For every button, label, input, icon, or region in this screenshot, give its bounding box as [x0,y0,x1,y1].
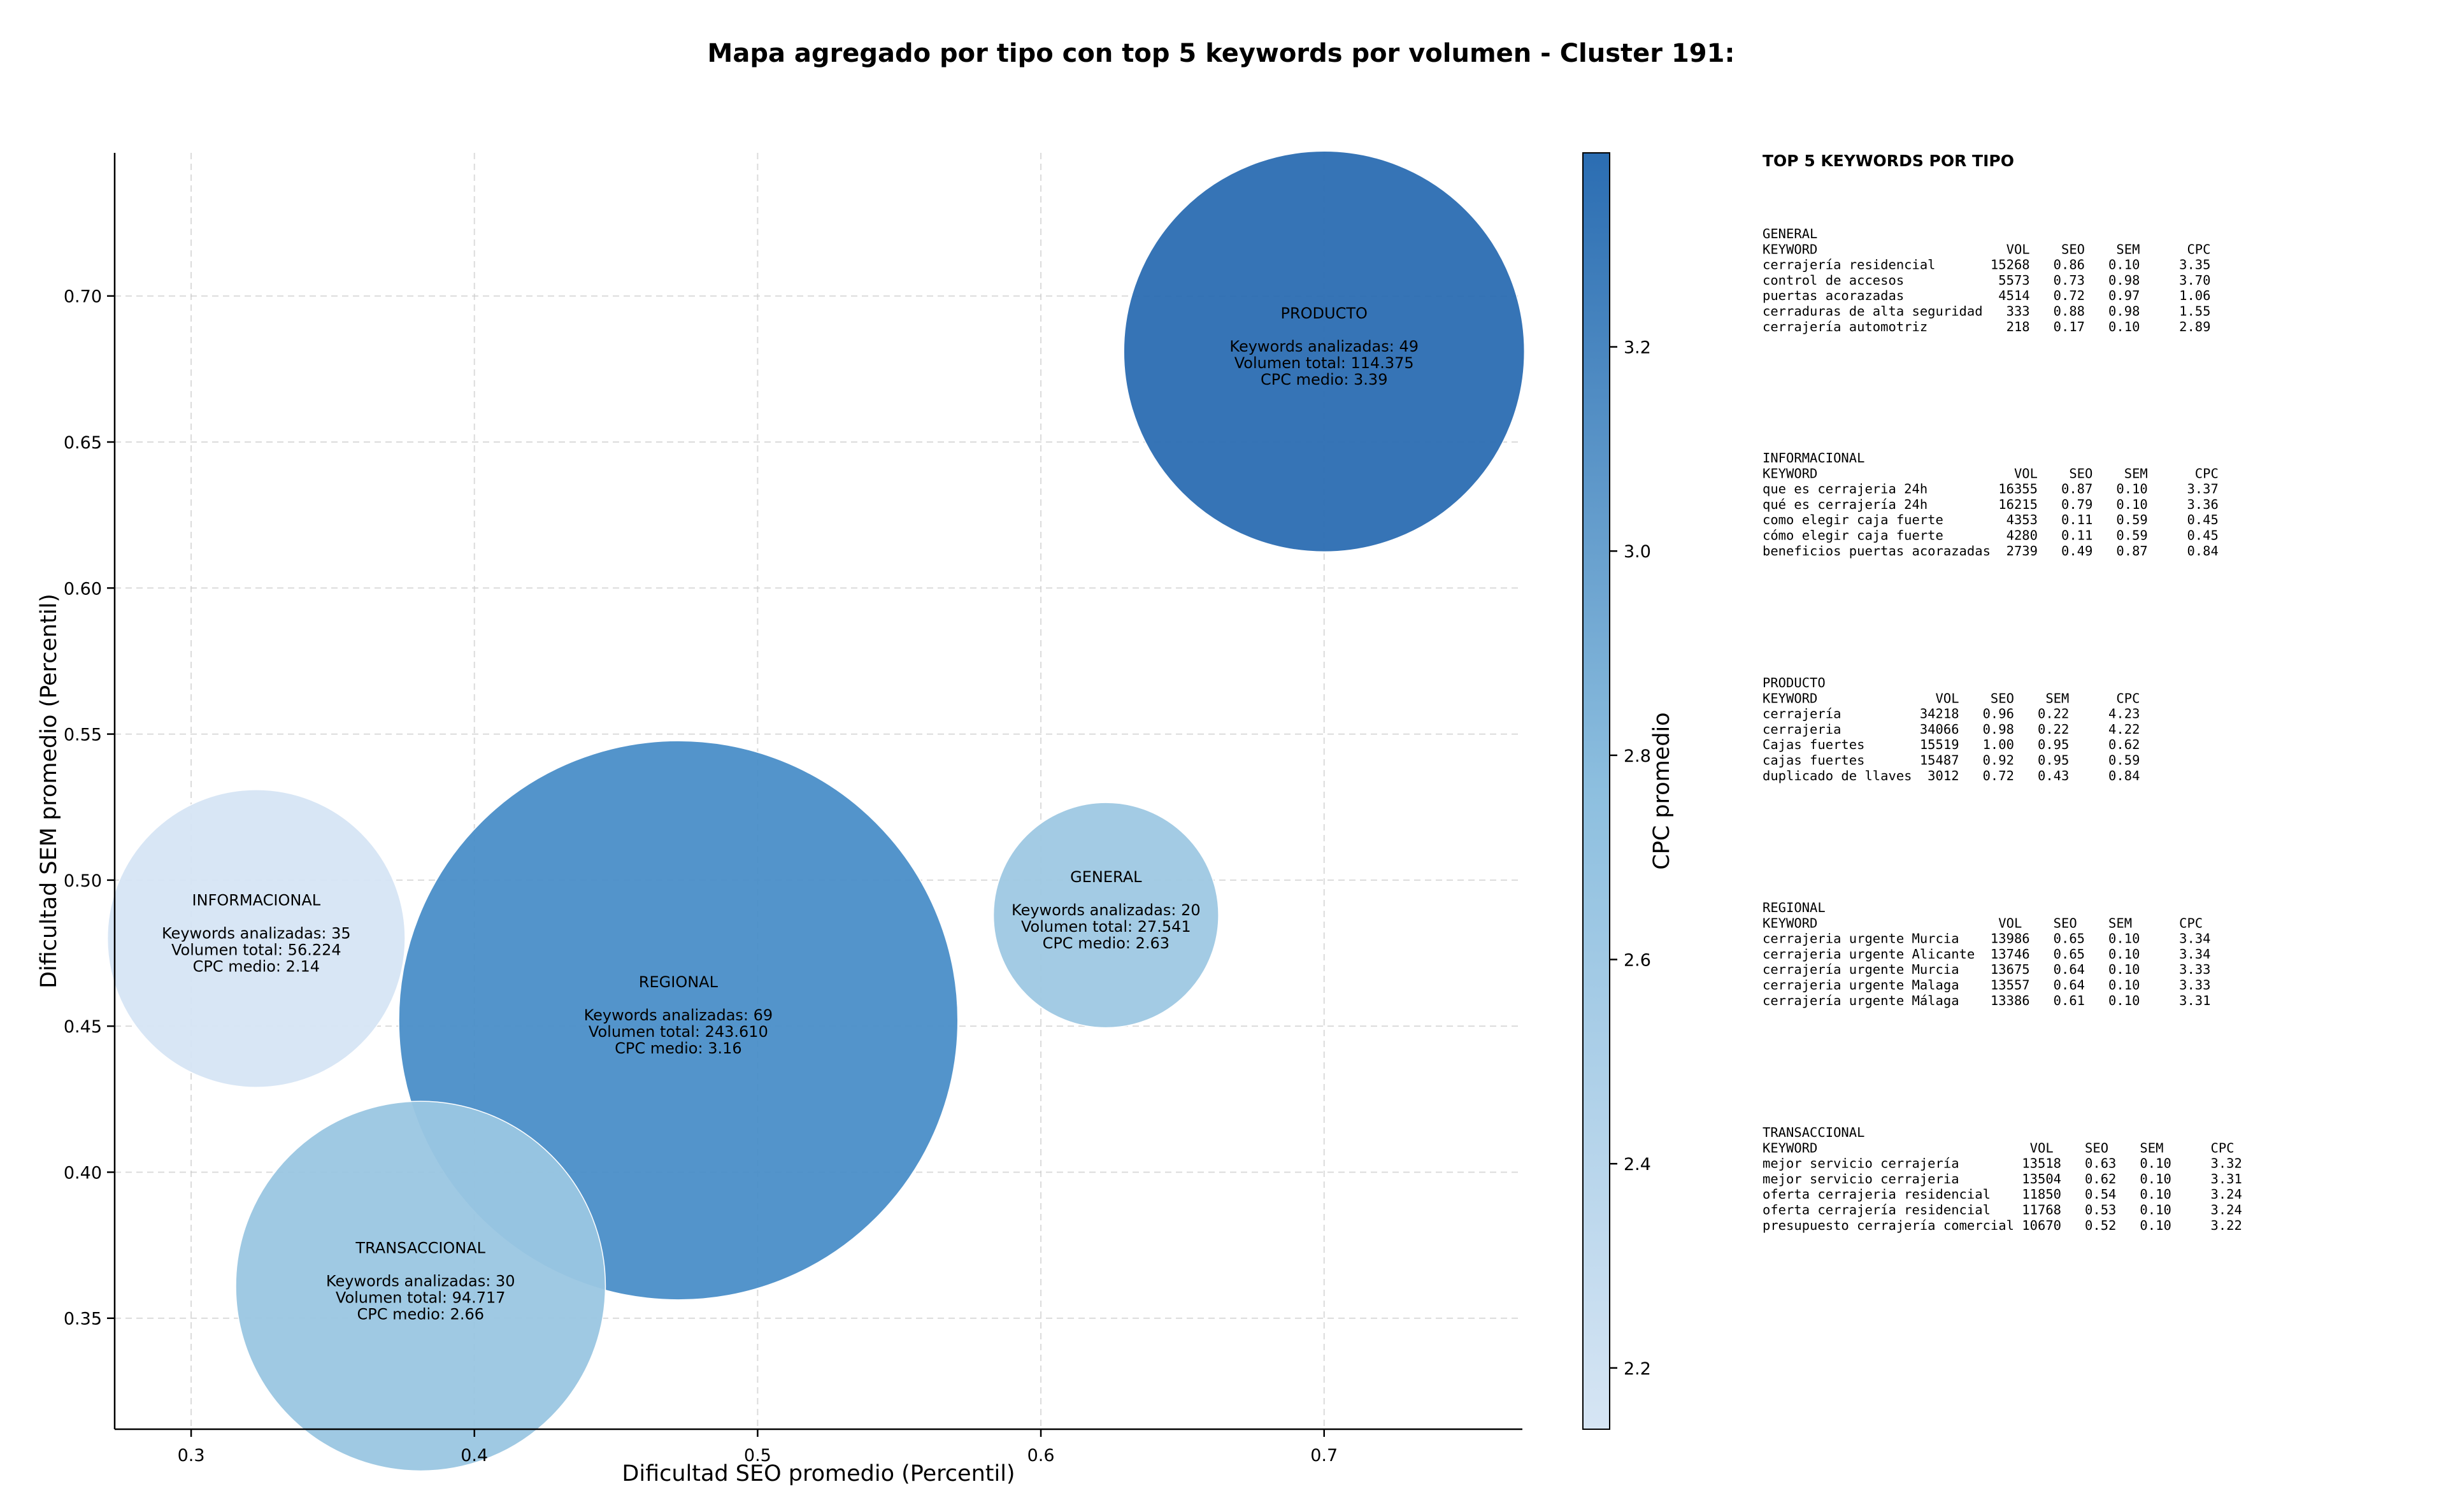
panel-table-row: cerraduras de alta seguridad 333 0.88 0.… [1763,304,2211,319]
panel-table-row: mejor servicio cerrajería 13518 0.63 0.1… [1763,1156,2242,1171]
panel-table-row: cerrajería residencial 15268 0.86 0.10 3… [1763,257,2211,273]
y-tick-label: 0.40 [64,1163,102,1183]
bubble-stat: Volumen total: 56.224 [171,941,341,959]
panel-table-row: cerrajeria urgente Malaga 13557 0.64 0.1… [1763,978,2211,993]
colorbar-tick-label: 2.2 [1624,1359,1651,1379]
panel-table-row: cómo elegir caja fuerte 4280 0.11 0.59 0… [1763,528,2219,543]
bubble-stat: Keywords analizadas: 49 [1229,338,1419,355]
bubble-general [992,802,1219,1029]
colorbar-tick-label: 2.8 [1624,746,1651,766]
panel-table-row: control de accesos 5573 0.73 0.98 3.70 [1763,273,2211,288]
x-tick-label: 0.7 [1310,1446,1338,1466]
bubble-producto [1123,150,1526,553]
bubble-stat: CPC medio: 2.14 [193,958,320,976]
panel-table-row: cerrajeria urgente Murcia 13986 0.65 0.1… [1763,931,2211,946]
colorbar-label: CPC promedio [1649,712,1675,869]
bubble-stat: Keywords analizadas: 30 [326,1272,515,1290]
y-tick-label: 0.60 [64,579,102,599]
panel-section-title: GENERAL [1763,226,1817,241]
panel-table-header: KEYWORD VOL SEO SEM CPC [1763,241,2211,257]
colorbar-tick-label: 2.6 [1624,951,1651,971]
panel-table-row: beneficios puertas acorazadas 2739 0.49 … [1763,543,2219,559]
panel-table-header: KEYWORD VOL SEO SEM CPC [1763,915,2203,931]
panel-table-row: mejor servicio cerrajeria 13504 0.62 0.1… [1763,1171,2242,1187]
panel-table-row: puertas acorazadas 4514 0.72 0.97 1.06 [1763,288,2211,303]
bubble-label: PRODUCTO [1281,304,1368,322]
panel-table-row: cerrajeria 34066 0.98 0.22 4.22 [1763,722,2140,737]
panel-table-row: como elegir caja fuerte 4353 0.11 0.59 0… [1763,512,2219,527]
bubble-stat: CPC medio: 3.39 [1261,371,1388,389]
panel-table-header: KEYWORD VOL SEO SEM CPC [1763,690,2140,706]
y-tick-label: 0.55 [64,725,102,745]
panel-table-row: cerrajeria urgente Alicante 13746 0.65 0… [1763,946,2211,962]
bubble-stat: Volumen total: 94.717 [336,1288,506,1306]
y-axis-label: Dificultad SEM promedio (Percentil) [36,594,62,988]
x-tick-label: 0.6 [1027,1446,1055,1466]
bubble-stat: CPC medio: 2.63 [1043,934,1170,952]
panel-table-row: cajas fuertes 15487 0.92 0.95 0.59 [1763,753,2140,768]
axes [113,153,1522,1430]
colorbar-ticks: 2.2 2.4 2.6 2.8 3.0 3.2 [1610,338,1651,1379]
panel-table-row: duplicado de llaves 3012 0.72 0.43 0.84 [1763,768,2140,783]
panel-table-row: cerrajería 34218 0.96 0.22 4.23 [1763,706,2140,722]
panel-table-row: Cajas fuertes 15519 1.00 0.95 0.62 [1763,737,2140,752]
bubble-label: GENERAL [1070,868,1142,886]
bubble-stat: CPC medio: 2.66 [357,1305,484,1323]
panel-section-title: PRODUCTO [1763,675,1826,690]
bubble-stat: Keywords analizadas: 35 [162,925,351,943]
panel-section-title: REGIONAL [1763,900,1826,915]
bubble-label: INFORMACIONAL [192,892,321,909]
colorbar-gradient [1582,152,1610,1430]
bubble-informacional [106,789,406,1088]
panel-table-row: qué es cerrajería 24h 16215 0.79 0.10 3.… [1763,497,2219,512]
panel-table-header: KEYWORD VOL SEO SEM CPC [1763,1140,2235,1155]
ticks: 0.3 0.4 0.5 0.6 0.7 0.35 0.40 0.45 0.50 0.55 0.60 0… [64,287,1338,1466]
y-tick-label: 0.70 [64,287,102,307]
bubble-stat: Keywords analizadas: 20 [1012,901,1201,919]
panel-table-row: cerrajería urgente Málaga 13386 0.61 0.1… [1763,993,2211,1008]
panel-section-title: TRANSACCIONAL [1763,1125,1864,1140]
colorbar-tick-label: 3.2 [1624,338,1651,358]
colorbar: 2.2 2.4 2.6 2.8 3.0 3.2 CPC promedio [1582,152,1675,1430]
panel-table-row: presupuesto cerrajería comercial 10670 0… [1763,1218,2242,1233]
bubble-stat: CPC medio: 3.16 [615,1039,742,1057]
bubble-transaccional [235,1101,606,1472]
panel-table-row: que es cerrajeria 24h 16355 0.87 0.10 3.… [1763,481,2219,497]
y-tick-label: 0.45 [64,1017,102,1037]
panel-table-row: oferta cerrajeria residencial 11850 0.54… [1763,1187,2242,1202]
panel-heading: TOP 5 KEYWORDS POR TIPO [1763,152,2014,170]
chart-title: Mapa agregado por tipo con top 5 keyword… [708,39,1735,68]
bubble-stat: Volumen total: 27.541 [1021,918,1191,936]
panel-table-row: oferta cerrajería residencial 11768 0.53… [1763,1202,2242,1218]
panel-table-header: KEYWORD VOL SEO SEM CPC [1763,466,2219,481]
panel-section-title: INFORMACIONAL [1763,450,1864,466]
bubble-stat: Volumen total: 243.610 [589,1023,768,1041]
bubble-stat: Volumen total: 114.375 [1234,354,1414,372]
colorbar-tick-label: 2.4 [1624,1155,1651,1174]
panel-table-row: cerrajería urgente Murcia 13675 0.64 0.1… [1763,962,2211,977]
y-tick-label: 0.65 [64,433,102,453]
x-axis-label: Dificultad SEO promedio (Percentil) [622,1461,1015,1487]
x-tick-label: 0.5 [744,1446,771,1466]
bubble-label: TRANSACCIONAL [355,1239,485,1257]
x-tick-label: 0.4 [461,1446,488,1466]
bubble-label: REGIONAL [639,973,719,991]
colorbar-tick-label: 3.0 [1624,542,1651,562]
x-tick-label: 0.3 [178,1446,205,1466]
bubble-stat: Keywords analizadas: 69 [584,1006,773,1024]
y-tick-label: 0.35 [64,1309,102,1329]
panel-table-row: cerrajería automotriz 218 0.17 0.10 2.89 [1763,319,2211,334]
y-tick-label: 0.50 [64,871,102,891]
